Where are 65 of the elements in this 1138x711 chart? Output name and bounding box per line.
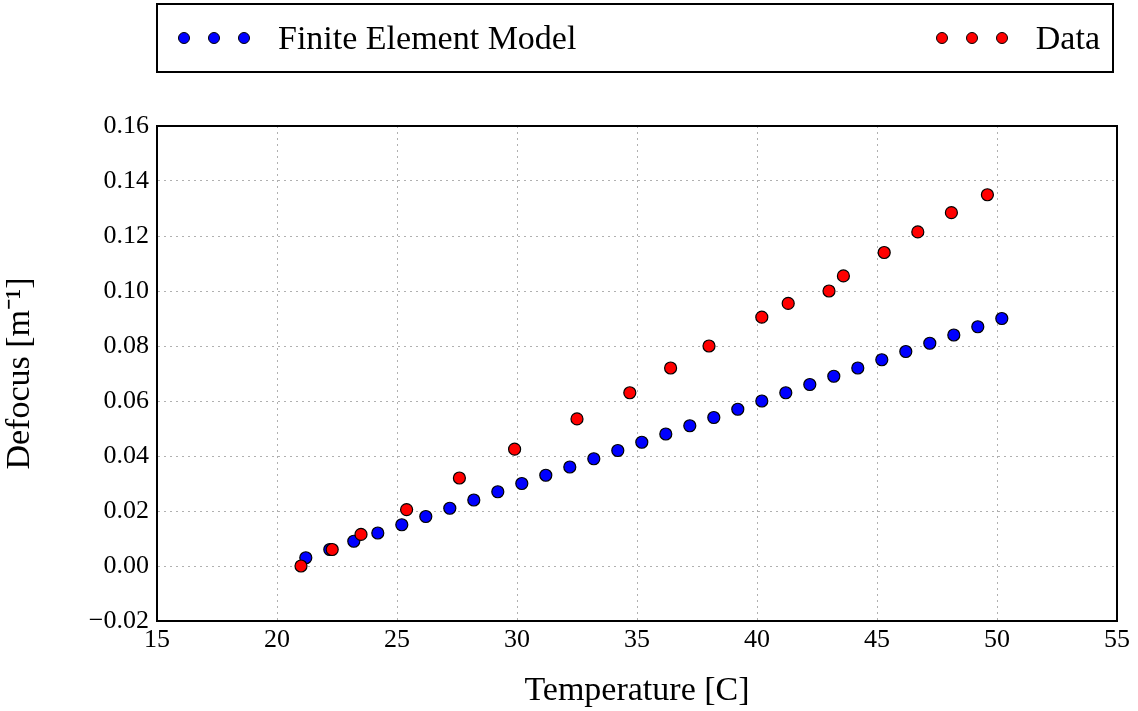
- legend-label: Data: [1035, 19, 1100, 57]
- point: [781, 296, 795, 310]
- point: [371, 526, 385, 540]
- point: [570, 412, 584, 426]
- x-tick-label: 40: [744, 624, 770, 654]
- point: [944, 206, 958, 220]
- point: [452, 471, 466, 485]
- point: [971, 320, 985, 334]
- point: [491, 485, 505, 499]
- point: [731, 402, 745, 416]
- y-tick-label: 0.10: [103, 274, 149, 304]
- point: [539, 468, 553, 482]
- x-tick-label: 55: [1104, 624, 1130, 654]
- legend-label: Finite Element Model: [278, 19, 577, 57]
- y-axis-title: Defocus [m⁻¹]: [0, 277, 37, 470]
- y-tick-label: 0.02: [103, 494, 149, 524]
- y-tick-label: 0.16: [103, 109, 149, 139]
- point: [515, 476, 529, 491]
- point: [980, 188, 994, 202]
- point: [827, 369, 841, 383]
- x-tick-label: 20: [264, 624, 290, 654]
- point: [467, 493, 481, 507]
- point: [664, 361, 678, 375]
- point: [395, 518, 409, 532]
- point: [443, 501, 457, 515]
- point: [611, 443, 625, 458]
- point: [354, 527, 368, 541]
- point: [400, 503, 414, 517]
- y-tick-label: 0.06: [103, 384, 149, 414]
- point: [755, 310, 769, 324]
- x-tick-label: 50: [984, 624, 1010, 654]
- point: [911, 225, 925, 239]
- y-tick-label: 0.12: [103, 219, 149, 249]
- point: [755, 394, 769, 408]
- point: [683, 419, 697, 433]
- point: [294, 559, 308, 573]
- point: [947, 328, 961, 342]
- x-tick-label: 35: [624, 624, 650, 654]
- point: [779, 386, 793, 400]
- point: [659, 427, 673, 441]
- point: [995, 311, 1009, 326]
- x-axis-title: Temperature [C]: [524, 669, 750, 707]
- point: [877, 245, 891, 260]
- point: [587, 452, 601, 466]
- point: [707, 410, 721, 425]
- point: [875, 353, 889, 367]
- x-tick-label: 45: [864, 624, 890, 654]
- point: [923, 336, 937, 350]
- point: [563, 460, 577, 474]
- point: [419, 509, 433, 524]
- point: [803, 377, 817, 392]
- point: [623, 386, 637, 400]
- point: [635, 435, 649, 449]
- y-tick-label: 0.14: [103, 164, 149, 194]
- point: [836, 269, 850, 283]
- y-tick-label: 0.00: [103, 549, 149, 579]
- point: [702, 339, 716, 353]
- point: [851, 361, 865, 375]
- y-tick-label: 0.04: [103, 439, 149, 469]
- point: [508, 442, 522, 456]
- y-tick-label: 0.08: [103, 329, 149, 359]
- x-tick-label: 30: [504, 624, 530, 654]
- point: [822, 284, 836, 298]
- point: [899, 344, 913, 359]
- x-tick-label: 25: [384, 624, 410, 654]
